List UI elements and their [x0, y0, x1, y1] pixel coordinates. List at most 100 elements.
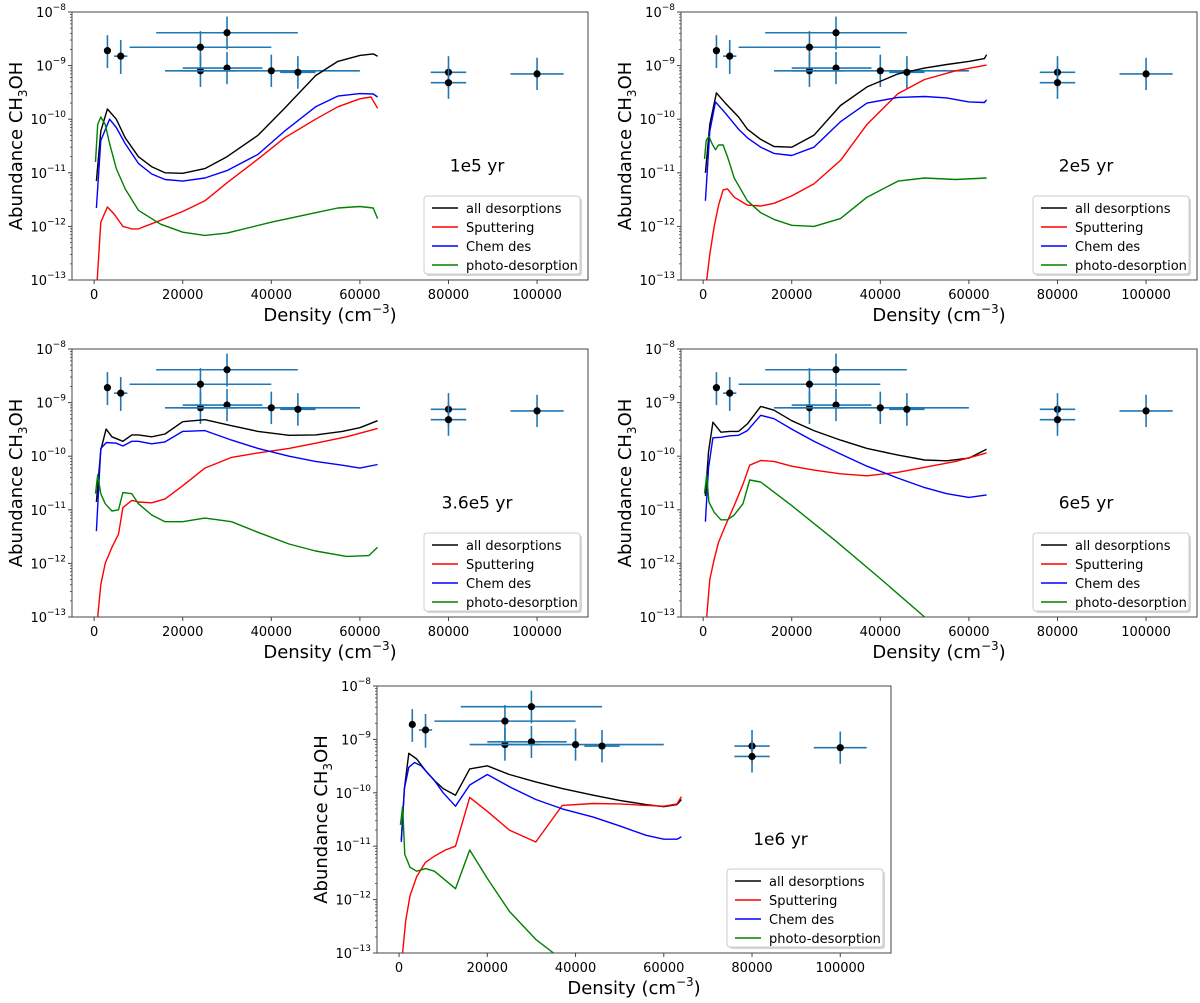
observation-point [156, 16, 298, 50]
data-marker [421, 726, 430, 734]
data-marker [836, 744, 844, 752]
legend-label-chem: Chem des [1075, 577, 1140, 592]
data-marker [223, 366, 231, 374]
observation-point [723, 377, 737, 411]
observation-point [182, 54, 360, 87]
observation-point [510, 57, 564, 91]
x-tick-label: 40000 [555, 961, 596, 976]
y-tick-label: 10−9 [36, 57, 66, 75]
legend-label-sputtering: Sputtering [466, 558, 534, 573]
observation-point [584, 729, 620, 763]
data-marker [832, 29, 840, 37]
x-tick-label: 60000 [339, 625, 380, 640]
observation-point [813, 731, 867, 764]
observation-point [791, 54, 969, 87]
x-tick-label: 100000 [512, 288, 562, 303]
series-line-sputtering [96, 96, 379, 280]
y-tick-label: 10−8 [645, 3, 675, 21]
observation-point [765, 353, 907, 387]
data-marker [267, 404, 275, 412]
x-tick-label: 80000 [428, 625, 469, 640]
x-tick-label: 60000 [643, 961, 684, 976]
axes-frame [376, 685, 892, 954]
data-marker [1142, 407, 1150, 415]
observation-point [408, 709, 416, 742]
series-line-photo [94, 116, 379, 237]
series-line-sputtering [401, 796, 682, 953]
x-tick-label: 0 [699, 288, 707, 303]
x-tick-label: 100000 [1121, 288, 1171, 303]
data-marker [726, 389, 734, 397]
observation-point [723, 40, 737, 74]
legend-label-chem: Chem des [466, 577, 531, 592]
observation-point [1039, 66, 1076, 99]
y-tick-label: 10−11 [639, 164, 675, 182]
observation-point [103, 372, 112, 406]
y-tick-label: 10−10 [639, 447, 675, 465]
data-marker [196, 43, 205, 51]
x-tick-label: 0 [699, 625, 707, 640]
x-tick-label: 0 [90, 288, 98, 303]
chart-panel-5: 10−8 10−9 10−10 10−11 10−12 10−13 0 20000 40000 6… [311, 677, 892, 999]
data-marker [527, 703, 536, 711]
series-line-all [95, 419, 378, 503]
observation-point [460, 690, 603, 724]
legend-label-all: all desorptions [466, 539, 562, 554]
data-marker [1053, 416, 1062, 424]
x-tick-label: 20000 [771, 625, 812, 640]
legend-label-sputtering: Sputtering [466, 221, 534, 236]
series-line-all [704, 405, 987, 497]
y-tick-label: 10−12 [30, 554, 66, 572]
observation-point [734, 740, 770, 773]
observation-point [280, 393, 316, 426]
observation-point [430, 66, 467, 99]
data-marker [598, 742, 606, 750]
observation-point [1119, 394, 1173, 428]
observation-point [487, 728, 664, 761]
data-marker [196, 380, 205, 388]
observation-point [791, 388, 872, 422]
series-line-photo [399, 806, 554, 953]
legend-box [423, 532, 581, 612]
data-marker [103, 47, 112, 55]
y-tick-label: 10−9 [645, 57, 675, 75]
data-marker [533, 407, 541, 415]
legend-label-sputtering: Sputtering [1075, 221, 1143, 236]
legend-box [423, 195, 581, 275]
x-tick-label: 20000 [162, 288, 203, 303]
legend: all desorptions Sputtering Chem des photo-d… [1032, 195, 1191, 276]
y-tick-label: 10−8 [36, 340, 66, 358]
legend-label-chem: Chem des [466, 240, 531, 255]
observation-point [103, 35, 112, 69]
y-axis-label: Abundance CH3OH [6, 399, 30, 568]
time-annotation: 1e5 yr [450, 156, 505, 176]
axes-frame [680, 348, 1198, 618]
data-marker [903, 405, 911, 413]
data-marker [571, 740, 580, 749]
data-marker [444, 416, 453, 424]
data-marker [533, 70, 541, 78]
legend: all desorptions Sputtering Chem des photo-d… [726, 868, 885, 949]
observation-point [418, 713, 433, 748]
x-tick-label: 80000 [1037, 625, 1078, 640]
legend-label-photo: photo-desorption [1075, 596, 1187, 611]
x-tick-label: 40000 [251, 625, 292, 640]
observation-point [280, 56, 316, 89]
series-line-all [400, 752, 682, 841]
x-tick-label: 20000 [771, 288, 812, 303]
legend: all desorptions Sputtering Chem des photo-d… [423, 195, 582, 276]
series-line-chem [704, 414, 987, 522]
legend-label-chem: Chem des [769, 913, 834, 928]
x-tick-label: 80000 [1037, 288, 1078, 303]
time-annotation: 2e5 yr [1059, 156, 1114, 176]
data-marker [1142, 70, 1150, 78]
x-axis-label: Density (cm−3) [263, 302, 396, 326]
legend-label-chem: Chem des [1075, 240, 1140, 255]
y-tick-label: 10−10 [639, 110, 675, 128]
y-axis-label: Abundance CH3OH [615, 399, 639, 568]
observation-point [712, 35, 721, 69]
chart-panel-4: 10−8 10−9 10−10 10−11 10−12 10−13 0 20000 40000 6… [615, 340, 1198, 663]
observation-point [430, 403, 467, 436]
data-marker [712, 47, 721, 55]
